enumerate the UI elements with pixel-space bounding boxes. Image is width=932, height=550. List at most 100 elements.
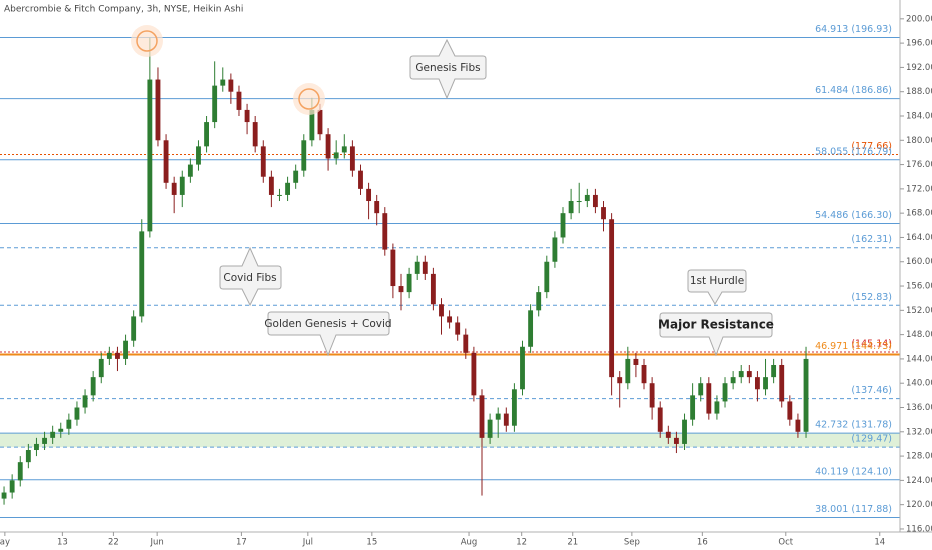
level-label: 46.971 (144.73) [815,341,892,352]
x-tick-label: Jun [150,538,164,548]
candle-body [106,352,112,359]
x-tick-label: 13 [57,538,68,548]
level-label: 58.055 (176.79) [815,146,892,157]
candle-body [544,261,550,293]
candle-body [414,261,420,274]
candle-body [252,122,258,147]
y-tick-label: 132.00 [906,427,932,437]
candle-body [390,249,396,287]
candle-body [649,383,655,408]
candle-body [90,377,96,396]
candle-body [682,419,687,444]
candle-body [268,176,274,195]
candle-body [584,194,590,202]
candle-body [738,371,744,378]
level-label: 38.001 (117.88) [815,504,892,515]
level-label: (152.83) [851,292,892,303]
candle-body [552,237,558,262]
candle-body [479,395,485,438]
callout: Covid Fibs [219,246,282,307]
annotation: 1st Hurdle [690,275,744,287]
x-tick-label: Jul [302,538,313,548]
y-tick-label: 136.00 [906,403,932,413]
candle-body [406,273,412,293]
candle-body [155,79,161,141]
y-tick-label: 144.00 [906,354,932,364]
candle-body [277,194,282,196]
candle-body [115,352,120,359]
level-label: (162.31) [851,234,892,245]
candle-body [633,358,639,365]
y-tick-label: 168.00 [906,209,932,219]
candle-body [795,419,801,432]
y-tick-label: 128.00 [906,452,932,462]
candle-body [803,358,809,432]
candle-body [754,377,760,390]
candle-body [714,401,720,414]
candle-body [592,194,598,208]
candle-body [511,389,517,426]
candle-body [293,170,299,183]
candle-body [690,395,696,420]
candle-body [260,146,266,177]
y-tick-label: 164.00 [906,233,932,243]
candle-body [17,462,23,481]
candle-body [698,383,704,396]
y-tick-label: 200.00 [906,14,932,24]
y-tick-label: 120.00 [906,500,932,510]
zone [0,433,900,448]
candle-body [139,231,145,317]
candle-body [66,419,72,429]
y-tick-label: 152.00 [906,306,932,316]
candle-body [1,492,7,499]
candle-body [422,261,428,274]
candle-body [349,146,355,171]
candle-body [528,310,534,347]
y-tick-label: 192.00 [906,63,932,73]
y-tick-label: 172.00 [906,184,932,194]
candle-body [98,358,104,378]
x-tick-label: ay [0,538,10,548]
candle-body [779,364,785,402]
candle-body [447,316,453,323]
callout: Genesis Fibs [409,38,487,100]
candle-body [358,170,363,189]
peak-highlight [131,25,163,57]
annotation: Major Resistance [658,318,774,332]
candle-body [163,140,169,183]
candle-body [439,304,444,317]
candle-body [366,188,372,202]
candle-body [341,146,347,153]
x-tick-label: Oct [778,538,793,548]
candle-body [560,213,566,238]
candle-body [285,182,291,195]
candle-body [309,109,315,141]
annotation: Golden Genesis + Covid [264,318,391,330]
candle-body [171,182,177,195]
candle-body [787,401,793,420]
x-tick-label: 14 [874,538,885,548]
candle-body [673,437,679,444]
candle-body [730,377,736,384]
y-tick-label: 176.00 [906,160,932,170]
candle-body [657,407,663,432]
candle-body [325,134,331,159]
candle-body [617,377,623,384]
candle-body [301,140,307,171]
annotation: Genesis Fibs [415,62,480,74]
candle-body [536,292,542,311]
candle-body [34,443,39,451]
candle-body [601,207,606,220]
level-label: (145.14) [851,338,892,349]
candle-body [123,340,128,359]
level-label: 64.913 (196.93) [815,24,892,35]
candle-body [147,79,153,232]
peak-highlight [293,83,325,115]
candle-body [74,407,80,420]
candle-body [455,322,461,335]
x-tick-label: 15 [366,538,377,548]
y-tick-label: 196.00 [906,39,932,49]
y-tick-label: 180.00 [906,136,932,146]
